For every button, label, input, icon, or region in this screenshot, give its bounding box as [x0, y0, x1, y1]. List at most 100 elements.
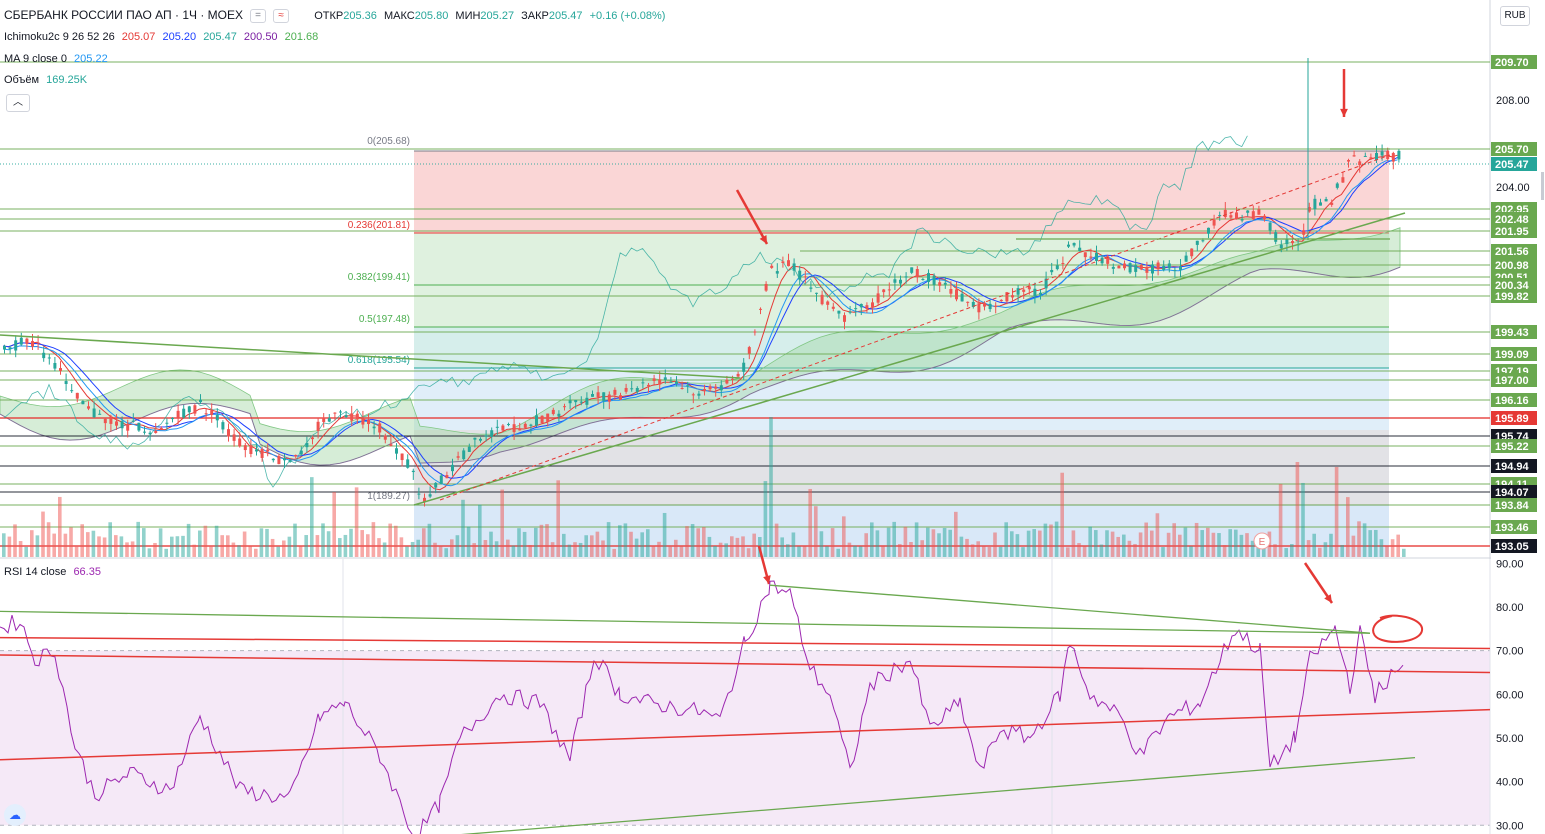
volume-bar [1166, 532, 1171, 557]
currency-button[interactable]: RUB [1500, 6, 1530, 26]
volume-bar [511, 545, 516, 557]
volume-value: 169.25K [46, 74, 88, 86]
volume-bar [741, 536, 745, 557]
volume-bar [1368, 530, 1372, 557]
candle-body [1039, 292, 1042, 295]
candle-body [1335, 183, 1339, 188]
volume-bar [198, 530, 202, 557]
candle-body [1263, 215, 1266, 220]
volume-bar [539, 524, 544, 557]
candle-body [103, 418, 107, 424]
volume-bar [209, 546, 213, 557]
candle-body [540, 415, 544, 424]
volume-bar [119, 536, 124, 557]
candle-body [1033, 288, 1037, 297]
candle-body [837, 310, 841, 314]
candle-body [697, 393, 701, 396]
volume-bar [170, 536, 174, 557]
volume-bar [102, 537, 107, 557]
rsi-red-line [0, 636, 1491, 650]
volume-bar [881, 545, 885, 557]
tradingview-logo-icon[interactable]: ☁ [4, 804, 26, 826]
volume-bar [1329, 533, 1333, 557]
volume-bar [1060, 472, 1064, 557]
volume-bar [1155, 513, 1160, 557]
candle-body [1156, 262, 1160, 270]
volume-bar [338, 538, 342, 557]
remove-icon[interactable]: = [250, 9, 267, 24]
volume-bar [802, 546, 807, 557]
volume-bar [478, 504, 482, 557]
volume-name: Объём [4, 74, 40, 86]
rsi-tick-label: 60.00 [1496, 689, 1524, 701]
candle-body [613, 389, 617, 395]
volume-bar [696, 528, 700, 557]
volume-bar [399, 537, 404, 557]
close-label: ЗАКР [521, 10, 549, 22]
volume-bar [500, 489, 504, 557]
candle-body [70, 390, 74, 392]
volume-bar [248, 545, 252, 557]
volume-bar [578, 542, 583, 557]
ichimoku-legend[interactable]: Ichimoku2c 9 26 52 26 205.07 205.20 205.… [4, 30, 322, 44]
candle-body [439, 475, 443, 484]
candle-body [574, 400, 578, 403]
candle-body [507, 424, 510, 426]
candle-body [1011, 295, 1014, 298]
volume-bar [847, 542, 852, 557]
price-scale-handle[interactable] [1541, 172, 1544, 200]
candle-body [355, 413, 359, 420]
candle-body [635, 388, 639, 392]
volume-bar [713, 546, 717, 557]
volume-bar [366, 534, 370, 557]
volume-bar [30, 530, 34, 557]
arrow-annotation-head [1324, 594, 1332, 603]
volume-bar [450, 539, 454, 557]
compare-icon[interactable]: ≈ [273, 9, 290, 24]
candle-body [204, 413, 208, 415]
arrow-annotation-head [763, 575, 771, 584]
candle-body [1201, 240, 1205, 242]
candle-body [1330, 202, 1334, 205]
candle-body [826, 301, 830, 305]
candle-body [305, 442, 309, 448]
candle-body [1223, 209, 1227, 218]
symbol-title[interactable]: СБЕРБАНК РОССИИ ПАО АП · 1Ч · MOEX [4, 8, 244, 22]
candle-body [187, 406, 191, 413]
volume-bar [1122, 534, 1126, 557]
volume-bar [1015, 534, 1020, 557]
volume-bar [651, 545, 656, 557]
rsi-legend[interactable]: RSI 14 close 66.35 [4, 565, 105, 579]
volume-bar [433, 542, 437, 557]
candle-body [1302, 230, 1306, 235]
collapse-legend-button[interactable]: ︿ [6, 94, 30, 112]
volume-legend[interactable]: Объём 169.25K [4, 73, 91, 87]
volume-bar [1222, 545, 1227, 557]
volume-bar [1004, 522, 1008, 557]
candle-body [680, 387, 684, 389]
volume-bar [1385, 546, 1389, 557]
candle-body [249, 445, 253, 454]
candle-body [1016, 288, 1020, 295]
volume-bar [730, 536, 734, 557]
volume-bar [1234, 529, 1238, 557]
ma-legend[interactable]: MA 9 close 0 205.22 [4, 52, 112, 66]
candle-body [232, 434, 236, 441]
volume-bar [175, 536, 180, 557]
candle-body [1319, 202, 1322, 206]
candle-body [1078, 247, 1082, 251]
volume-bar [1150, 530, 1154, 557]
volume-bar [220, 535, 224, 557]
volume-bar [1110, 531, 1115, 557]
volume-bar [1396, 534, 1400, 557]
candle-body [1235, 212, 1238, 219]
candle-body [182, 408, 186, 418]
fib-level-label: 0.618(195.54) [348, 355, 410, 366]
candle-body [921, 279, 925, 281]
volume-bar [46, 522, 51, 557]
candle-body [109, 416, 113, 424]
volume-bar [595, 531, 600, 557]
volume-bar [886, 527, 891, 557]
